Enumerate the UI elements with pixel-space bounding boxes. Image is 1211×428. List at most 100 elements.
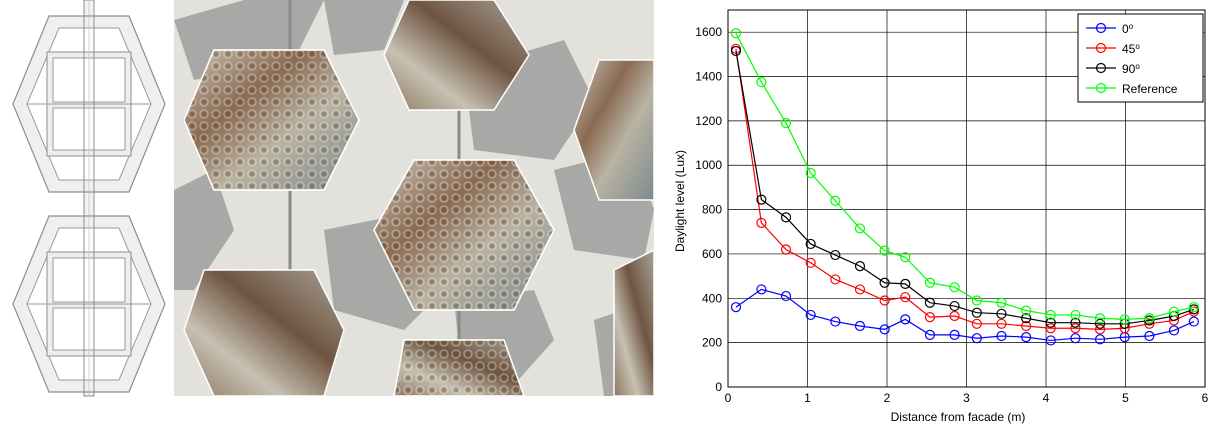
data-point [780, 244, 792, 255]
data-point [854, 261, 866, 272]
data-point [1188, 316, 1199, 327]
x-tick-label: 1 [804, 391, 811, 405]
legend-label: Reference [1122, 82, 1178, 96]
data-point [730, 302, 742, 313]
data-point [854, 320, 866, 332]
data-point [996, 318, 1007, 329]
data-point [805, 257, 816, 268]
data-point [1094, 334, 1106, 345]
data-point [879, 277, 890, 288]
legend-label: 0o [1122, 22, 1134, 37]
data-point [879, 245, 890, 256]
data-point [924, 297, 936, 308]
data-point [1045, 317, 1056, 328]
data-point [854, 223, 866, 234]
data-point [830, 274, 841, 285]
data-point [1070, 323, 1081, 334]
hexagon-frame-diagram [0, 0, 174, 428]
data-point [1094, 318, 1106, 329]
data-point [830, 195, 841, 206]
data-point [1070, 309, 1081, 321]
legend-swatch-marker [1095, 42, 1107, 54]
legend-swatch-marker [1095, 82, 1107, 94]
data-point [1094, 324, 1106, 335]
data-point [780, 117, 792, 129]
x-tick-label: 4 [1043, 391, 1050, 405]
data-point [780, 290, 792, 302]
x-tick-label: 5 [1122, 391, 1129, 405]
x-axis-label: Distance from facade (m) [891, 410, 1026, 424]
data-point [756, 284, 767, 295]
data-point [730, 28, 742, 39]
y-axis-label: Daylight level (Lux) [673, 150, 687, 252]
data-point [805, 167, 816, 179]
plot-frame [727, 9, 1206, 388]
legend-swatch-marker [1095, 22, 1107, 34]
data-point [949, 310, 960, 322]
data-point [1045, 323, 1056, 334]
data-point [1021, 320, 1032, 332]
y-tick-label: 1000 [695, 158, 722, 172]
daylight-chart: 0 1 2 3 4 5 6 0 200 400 600 800 1000 1200 1400 1600 Dis… [673, 9, 1209, 424]
data-point [996, 297, 1007, 308]
y-tick-label: 600 [702, 247, 722, 261]
data-point [756, 194, 767, 205]
x-tick-label: 3 [963, 391, 970, 405]
data-point [971, 307, 982, 318]
data-point [1070, 317, 1081, 328]
y-tick-label: 0 [715, 380, 722, 394]
data-point [900, 252, 911, 263]
x-tick-label: 0 [725, 391, 732, 405]
data-point [1021, 305, 1032, 316]
data-point [996, 308, 1007, 319]
axis-ticks: 0 1 2 3 4 5 6 0 200 400 600 800 1000 1200 1400 1600 [695, 25, 1208, 405]
data-point [879, 295, 890, 306]
data-point [1045, 309, 1056, 321]
data-point [949, 282, 960, 293]
data-point [1144, 318, 1155, 329]
data-point [1045, 335, 1056, 346]
data-point [805, 309, 816, 321]
data-point [996, 330, 1007, 342]
data-point [971, 333, 982, 344]
x-tick-label: 6 [1202, 391, 1209, 405]
data-point [1144, 313, 1155, 324]
data-point [830, 249, 841, 261]
series-layer [730, 28, 1199, 346]
data-point [1168, 306, 1180, 317]
data-point [971, 318, 982, 329]
y-tick-label: 1600 [695, 25, 722, 39]
data-point [924, 329, 936, 340]
y-tick-label: 200 [702, 336, 722, 350]
data-point [1188, 302, 1199, 313]
hexagon-panels-photo [174, 0, 654, 396]
data-point [900, 292, 911, 303]
data-point [949, 300, 960, 312]
y-tick-label: 400 [702, 291, 722, 305]
data-point [1021, 313, 1032, 324]
data-point [1168, 325, 1180, 336]
data-point [1119, 314, 1130, 325]
y-tick-label: 1400 [695, 70, 722, 84]
data-point [924, 277, 936, 288]
legend-swatch-marker [1095, 62, 1107, 74]
data-point [971, 295, 982, 306]
data-point [756, 217, 767, 228]
data-point [756, 76, 767, 88]
data-point [1021, 332, 1032, 343]
data-point [854, 284, 866, 295]
data-point [949, 329, 960, 340]
data-point [805, 238, 816, 250]
data-point [900, 314, 911, 325]
data-point [900, 278, 911, 289]
y-tick-label: 1200 [695, 114, 722, 128]
data-point [879, 324, 890, 335]
y-tick-label: 800 [702, 203, 722, 217]
data-point [830, 316, 841, 327]
data-point [730, 45, 742, 57]
legend-box [1077, 13, 1204, 103]
data-point [780, 212, 792, 223]
data-point [1144, 330, 1155, 342]
data-point [924, 312, 936, 323]
